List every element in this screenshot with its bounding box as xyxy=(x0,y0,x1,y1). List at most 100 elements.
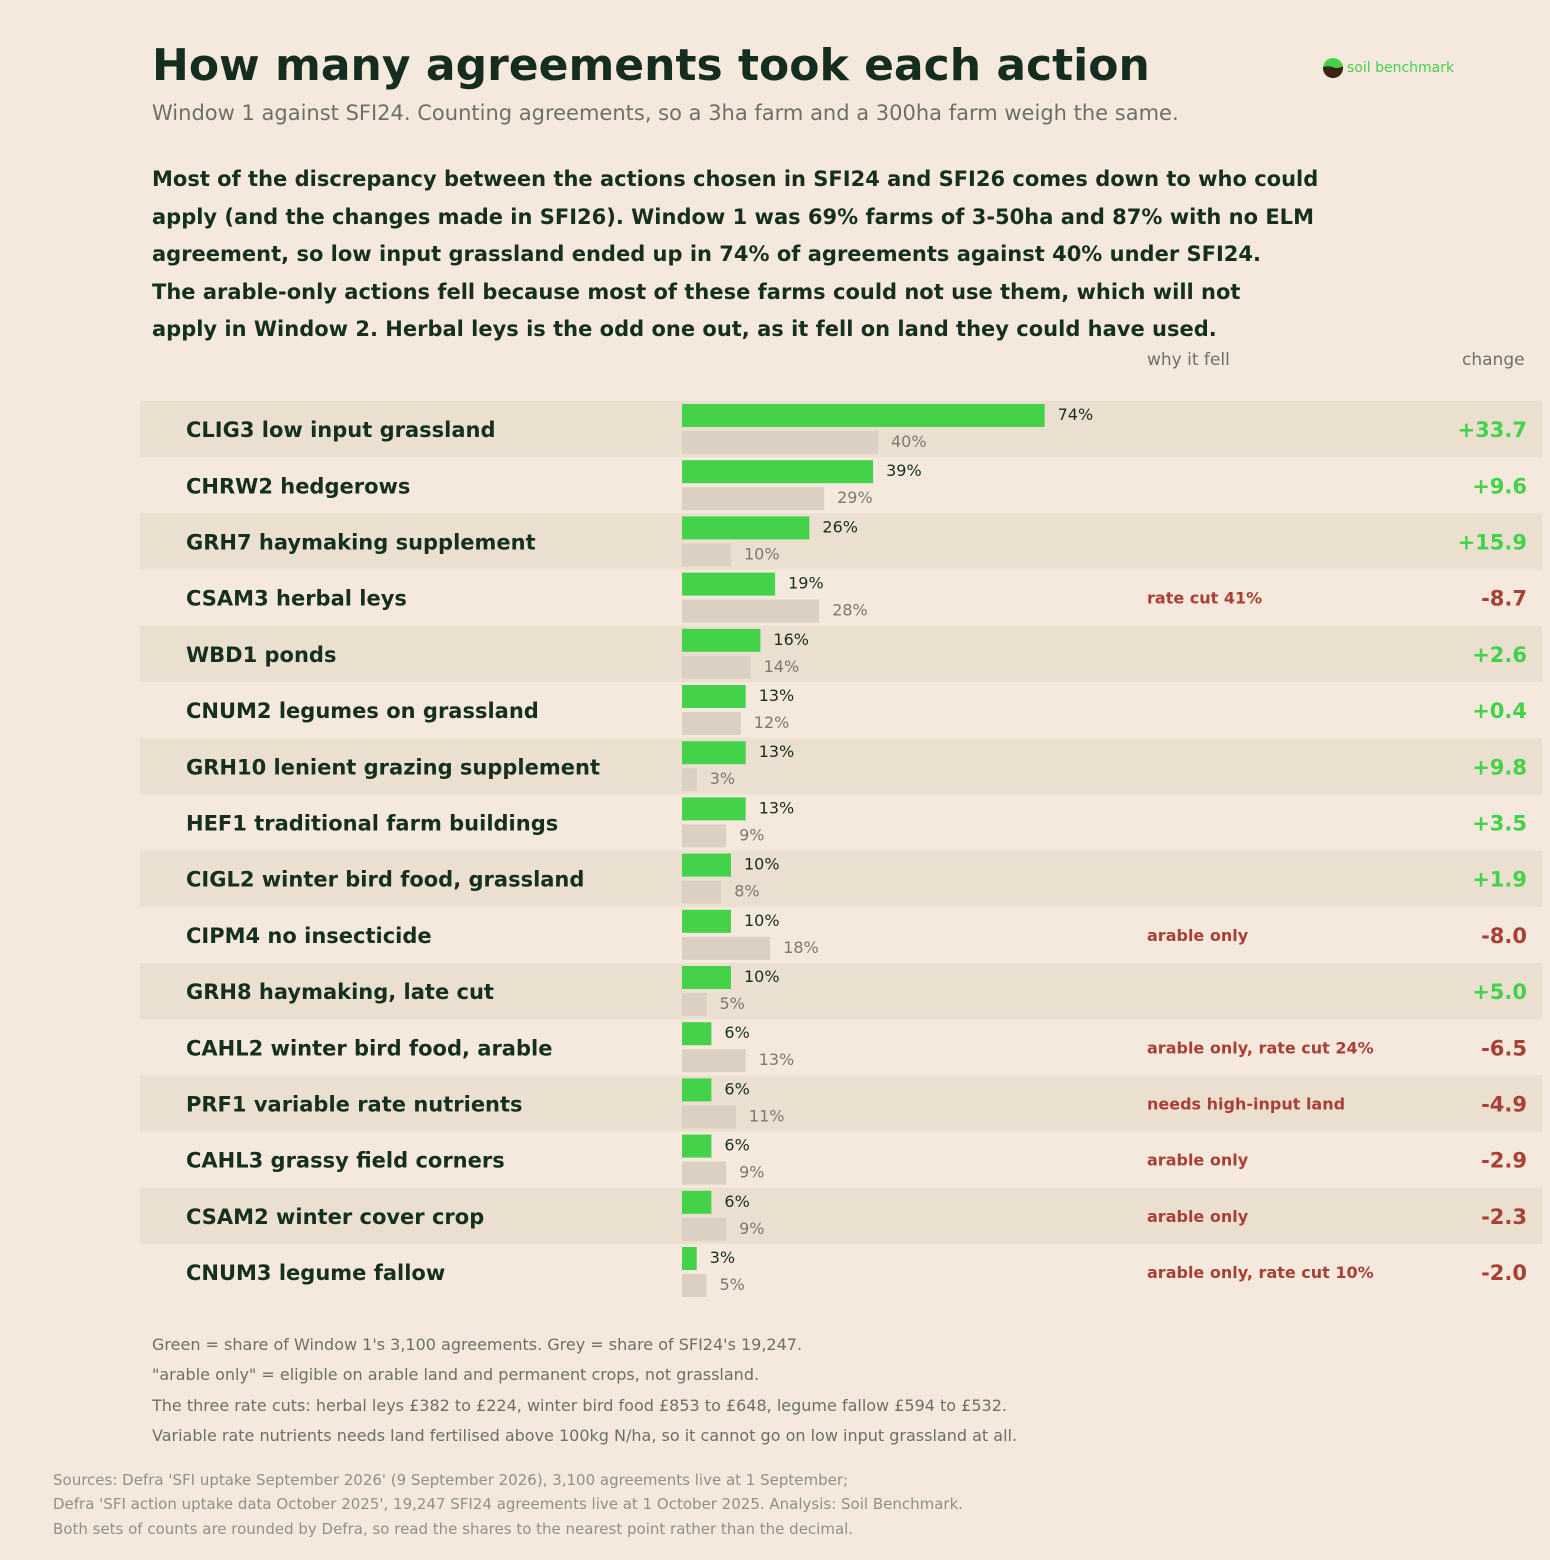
chart-title: How many agreements took each action xyxy=(152,40,1150,91)
row-band xyxy=(140,738,1542,795)
intro-line: Most of the discrepancy between the acti… xyxy=(152,167,1319,191)
intro-paragraph: Most of the discrepancy between the acti… xyxy=(152,161,1442,349)
sfi24-bar xyxy=(682,936,771,960)
action-label: CLIG3 low input grassland xyxy=(186,418,496,442)
source-line: Sources: Defra 'SFI uptake September 202… xyxy=(53,1471,849,1489)
reason-label: arable only xyxy=(1147,1207,1249,1226)
action-label: CSAM2 winter cover crop xyxy=(186,1205,484,1229)
change-value: +1.9 xyxy=(1472,868,1527,892)
brand-logo: soil benchmark xyxy=(1323,58,1454,78)
sfi24-value-label: 9% xyxy=(739,1219,764,1238)
window1-value-label: 6% xyxy=(724,1192,749,1211)
soil-globe-icon xyxy=(1323,58,1343,78)
action-label: CAHL3 grassy field corners xyxy=(186,1149,505,1173)
sfi24-value-label: 40% xyxy=(891,432,927,451)
sfi24-bar xyxy=(682,431,878,454)
sfi24-bar xyxy=(682,1161,727,1185)
change-value: +9.6 xyxy=(1472,474,1527,498)
reason-label: arable only, rate cut 24% xyxy=(1147,1038,1374,1057)
source-line: Defra 'SFI action uptake data October 20… xyxy=(53,1495,964,1514)
sfi24-bar xyxy=(682,599,820,623)
change-value: +2.6 xyxy=(1472,643,1527,667)
sfi24-bar xyxy=(682,768,697,792)
window1-bar xyxy=(682,909,731,933)
window1-value-label: 26% xyxy=(822,517,858,536)
sfi24-value-label: 10% xyxy=(744,544,780,563)
window1-value-label: 6% xyxy=(724,1079,749,1098)
sfi24-value-label: 9% xyxy=(739,1163,764,1182)
sfi24-bar xyxy=(682,655,751,679)
window1-bar xyxy=(682,1134,712,1158)
action-label: GRH7 haymaking supplement xyxy=(186,531,536,555)
row-band xyxy=(140,625,1542,682)
reason-label: rate cut 41% xyxy=(1147,589,1262,608)
window1-bar xyxy=(682,1022,712,1046)
sfi24-value-label: 28% xyxy=(832,601,868,620)
change-value: +9.8 xyxy=(1472,755,1527,779)
brand-name: soil benchmark xyxy=(1347,60,1455,76)
action-label: CIGL2 winter bird food, grassland xyxy=(186,868,584,892)
reason-label: needs high-input land xyxy=(1147,1095,1345,1114)
action-label: CNUM2 legumes on grassland xyxy=(186,699,539,723)
action-label: CAHL2 winter bird food, arable xyxy=(186,1036,552,1060)
change-value: +0.4 xyxy=(1472,699,1527,723)
window1-bar xyxy=(682,460,874,484)
window1-bar xyxy=(682,516,810,540)
sfi24-bar xyxy=(682,824,727,848)
action-label: HEF1 traditional farm buildings xyxy=(186,812,558,836)
row-band xyxy=(140,513,1542,570)
change-value: +3.5 xyxy=(1472,812,1527,836)
change-value: -2.3 xyxy=(1481,1205,1527,1229)
window1-value-label: 6% xyxy=(724,1136,749,1155)
note-line: Green = share of Window 1's 3,100 agreem… xyxy=(152,1335,803,1354)
change-value: +5.0 xyxy=(1472,980,1527,1004)
window1-value-label: 39% xyxy=(886,461,922,480)
window1-value-label: 3% xyxy=(710,1248,735,1267)
reason-label: arable only xyxy=(1147,926,1249,945)
sfi24-bar xyxy=(682,543,731,567)
action-label: CNUM3 legume fallow xyxy=(186,1261,445,1285)
sfi24-bar xyxy=(682,1049,746,1073)
window1-value-label: 13% xyxy=(759,686,795,705)
action-label: CHRW2 hedgerows xyxy=(186,474,410,498)
window1-bar xyxy=(682,1247,697,1270)
row-band xyxy=(140,963,1542,1020)
row-band xyxy=(140,1187,1542,1244)
sfi24-value-label: 11% xyxy=(749,1106,785,1125)
note-line: Variable rate nutrients needs land ferti… xyxy=(152,1425,1018,1445)
sfi24-value-label: 9% xyxy=(739,825,764,844)
sfi24-bar xyxy=(682,487,825,511)
window1-value-label: 19% xyxy=(788,574,824,593)
window1-value-label: 74% xyxy=(1058,405,1094,424)
sfi24-value-label: 5% xyxy=(720,1275,745,1294)
change-value: -6.5 xyxy=(1481,1036,1527,1060)
change-column-header: change xyxy=(1462,350,1525,370)
sfi24-bar xyxy=(682,993,707,1016)
window1-bar xyxy=(682,741,746,765)
window1-value-label: 6% xyxy=(724,1023,749,1042)
sfi24-bar xyxy=(682,1274,707,1297)
change-value: -8.7 xyxy=(1481,587,1527,611)
sfi24-bar xyxy=(682,880,722,904)
window1-value-label: 16% xyxy=(773,630,809,649)
window1-value-label: 10% xyxy=(744,967,780,986)
note-line: "arable only" = eligible on arable land … xyxy=(152,1365,760,1385)
row-band xyxy=(140,1075,1542,1132)
change-value: -4.9 xyxy=(1481,1093,1527,1117)
window1-bar xyxy=(682,797,746,821)
reason-label: arable only, rate cut 10% xyxy=(1147,1263,1374,1282)
sfi24-value-label: 13% xyxy=(759,1050,795,1069)
action-label: CIPM4 no insecticide xyxy=(186,924,432,948)
change-value: -8.0 xyxy=(1481,924,1527,948)
sfi24-value-label: 5% xyxy=(720,994,745,1013)
window1-bar xyxy=(682,685,746,708)
reason-column-header: why it fell xyxy=(1147,350,1230,370)
source-line: Both sets of counts are rounded by Defra… xyxy=(53,1519,854,1538)
sfi24-bar xyxy=(682,1105,736,1129)
window1-bar xyxy=(682,404,1045,427)
reason-label: arable only xyxy=(1147,1151,1249,1170)
window1-bar xyxy=(682,1190,712,1214)
sources-footer: Sources: Defra 'SFI uptake September 202… xyxy=(53,1468,963,1541)
window1-bar xyxy=(682,966,731,989)
